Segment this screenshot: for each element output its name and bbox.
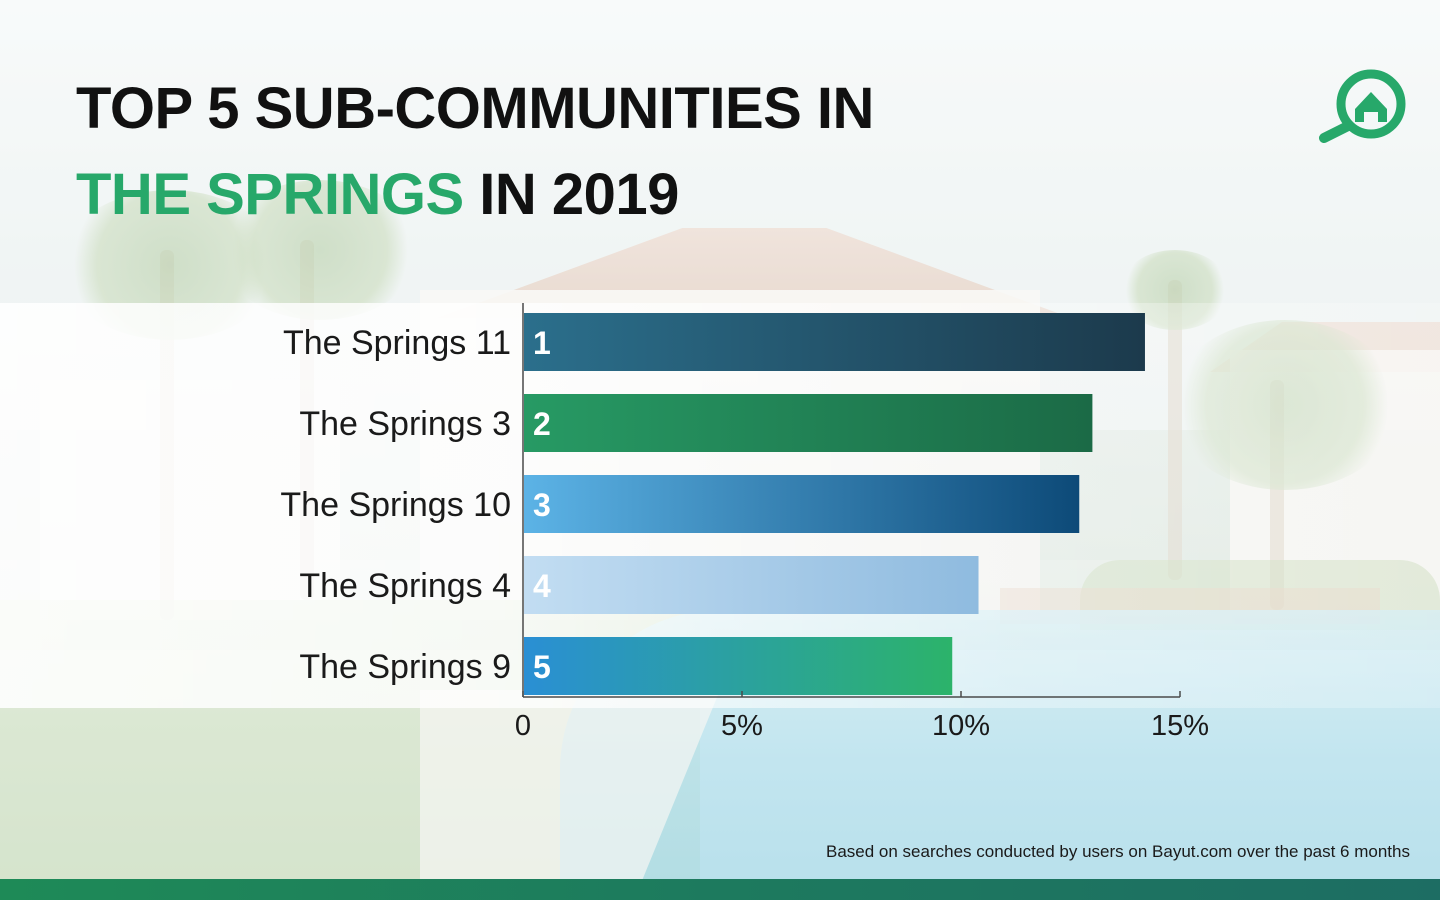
bars: [524, 313, 1145, 695]
x-tick-label: 15%: [1151, 710, 1209, 742]
title-line-1: TOP 5 SUB-COMMUNITIES IN: [76, 76, 874, 141]
x-tick-label: 0: [515, 710, 531, 742]
rank-label: 5: [533, 649, 551, 685]
page-title: TOP 5 SUB-COMMUNITIES IN THE SPRINGS IN …: [76, 66, 874, 238]
footer-bar: [0, 879, 1440, 900]
category-label: The Springs 4: [299, 567, 511, 605]
x-tick-label: 5%: [721, 710, 763, 742]
rank-label: 2: [533, 406, 551, 442]
bar-1: [524, 313, 1145, 371]
title-line-2: IN 2019: [463, 162, 679, 227]
bar-2: [524, 394, 1093, 452]
category-labels: The Springs 11 The Springs 3 The Springs 1…: [280, 324, 511, 686]
footnote: Based on searches conducted by users on …: [825, 842, 1410, 861]
category-label: The Springs 10: [280, 486, 511, 524]
category-label: The Springs 11: [283, 324, 511, 362]
category-label: The Springs 9: [299, 648, 511, 686]
rank-labels: 1 2 3 4 5: [533, 325, 551, 685]
title-accent: THE SPRINGS: [76, 162, 464, 227]
rank-label: 3: [533, 487, 551, 523]
bar-3: [524, 475, 1080, 533]
category-label: The Springs 3: [299, 405, 511, 443]
rank-label: 4: [533, 568, 551, 604]
bar-5: [524, 637, 953, 695]
palm-fronds: [220, 180, 420, 320]
search-home-icon: [1319, 69, 1406, 143]
rank-label: 1: [533, 325, 551, 361]
x-tick-label: 10%: [932, 710, 990, 742]
axes: 0 5% 10% 15%: [515, 303, 1209, 742]
bar-4: [524, 556, 979, 614]
